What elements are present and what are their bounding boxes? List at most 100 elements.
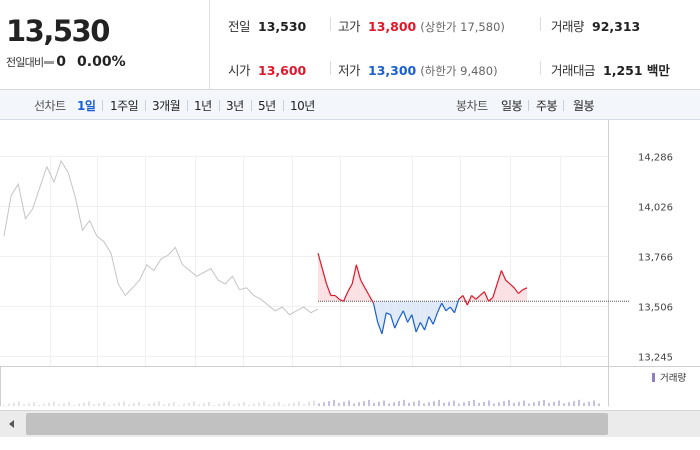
price-area-down [433,301,438,325]
price-line-up [462,295,468,306]
price-line-up [317,253,323,269]
trade-amount-value: 1,251 백만 [603,63,670,78]
price-line-up [321,268,328,285]
weekly-candle-tab[interactable]: 주봉 [536,99,558,113]
price-line-up [343,291,349,302]
price-area-up [480,291,485,302]
volume-stat: 거래량 92,313 [551,16,640,35]
price-line-up [509,283,515,289]
y-tick-label: 14,286 [638,153,673,164]
current-price-box: 13,530 전일대비 0 0.00% [0,0,210,89]
price-line-up [466,295,473,306]
price-line-up [488,296,494,302]
divider [145,100,146,111]
price-area-down [377,301,382,334]
period-1y-tab[interactable]: 1년 [194,99,212,113]
price-line-up [522,287,528,291]
divider [528,100,529,111]
upper-limit: (상한가 17,580) [420,20,505,34]
volume-value: 92,313 [592,19,641,34]
trade-amount-label: 거래대금 [551,63,596,78]
y-tick-label: 13,766 [638,253,673,264]
divider [563,100,564,111]
divider [540,17,541,31]
divider [330,17,331,31]
price-line-up [518,289,524,295]
daily-candle-tab[interactable]: 일봉 [501,99,523,113]
history-price-line [3,159,319,316]
low-label: 저가 [338,63,361,78]
price-line-down [407,314,413,323]
price-area-down [403,301,408,323]
low-stat: 저가 13,300 (하한가 9,480) [338,60,498,79]
price-line-up [483,291,490,302]
monthly-candle-tab[interactable]: 월봉 [573,99,595,113]
period-1d-tab[interactable]: 1일 [77,99,96,113]
price-line-down [449,306,455,314]
price-line-up [368,295,374,304]
y-tick-label: 13,245 [638,353,673,364]
y-tick-label: 14,026 [638,203,673,214]
price-line-down [445,306,451,312]
current-price: 13,530 [6,14,110,48]
price-area-up [505,280,510,302]
price-line-down [389,314,396,329]
price-line-down [372,303,379,323]
price-area-up [364,287,370,302]
price-line-down [402,310,409,323]
price-area-down [407,301,412,323]
price-area-up [356,264,361,302]
divider [219,100,220,111]
price-line-down [424,316,430,331]
open-stat: 시가 13,600 [228,60,306,79]
price-line-up [351,264,357,285]
price-line-up [479,291,485,296]
price-line-down [385,312,391,316]
period-1w-tab[interactable]: 1주일 [110,99,139,113]
period-5y-tab[interactable]: 5년 [258,99,276,113]
price-line-up [325,283,332,296]
price-area-down [411,301,417,332]
high-stat: 고가 13,800 (상한가 17,580) [338,16,505,35]
period-3m-tab[interactable]: 3개월 [152,99,181,113]
price-line-down [415,322,421,333]
price-line-down [428,316,434,325]
price-line-down [381,312,387,335]
change-amount: 0 [56,54,67,70]
open-value: 13,600 [258,63,307,78]
prev-close-label: 전일 [228,19,251,34]
price-area-up [514,287,519,302]
change-row: 전일대비 0 0.00% [6,54,126,70]
price-line-down [394,318,400,329]
divider [187,100,188,111]
scrollbar-thumb[interactable] [26,413,608,435]
price-line-down [436,302,443,314]
period-10y-tab[interactable]: 10년 [290,99,315,113]
divider [283,100,284,111]
price-line-up [355,264,362,281]
low-value: 13,300 [368,63,417,78]
lower-limit: (하한가 9,480) [420,64,498,78]
price-summary-panel: 13,530 전일대비 0 0.00% 전일 13,530 고가 13,800 … [0,0,700,90]
candle-chart-label: 봉차트 [456,99,488,113]
price-line-up [334,295,340,300]
price-line-down [432,312,438,325]
scroll-left-arrow-icon[interactable] [0,411,24,437]
price-area-up [352,264,357,302]
high-value: 13,800 [368,19,417,34]
change-label: 전일대비 [6,56,44,69]
price-line-up [360,279,366,289]
chart-scrollbar[interactable] [0,410,700,437]
price-line-down [453,299,460,313]
price-line-up [475,295,481,300]
price-line-up [496,270,502,285]
price-area-down [399,301,404,319]
trade-amount-stat: 거래대금 1,251 백만 [551,60,670,79]
price-area-down [390,301,395,329]
period-3y-tab[interactable]: 3년 [226,99,244,113]
price-area-up [347,283,353,302]
price-line-down [419,322,426,331]
no-change-icon [44,60,55,64]
prev-close-stat: 전일 13,530 [228,16,306,35]
price-area-up [330,295,336,302]
